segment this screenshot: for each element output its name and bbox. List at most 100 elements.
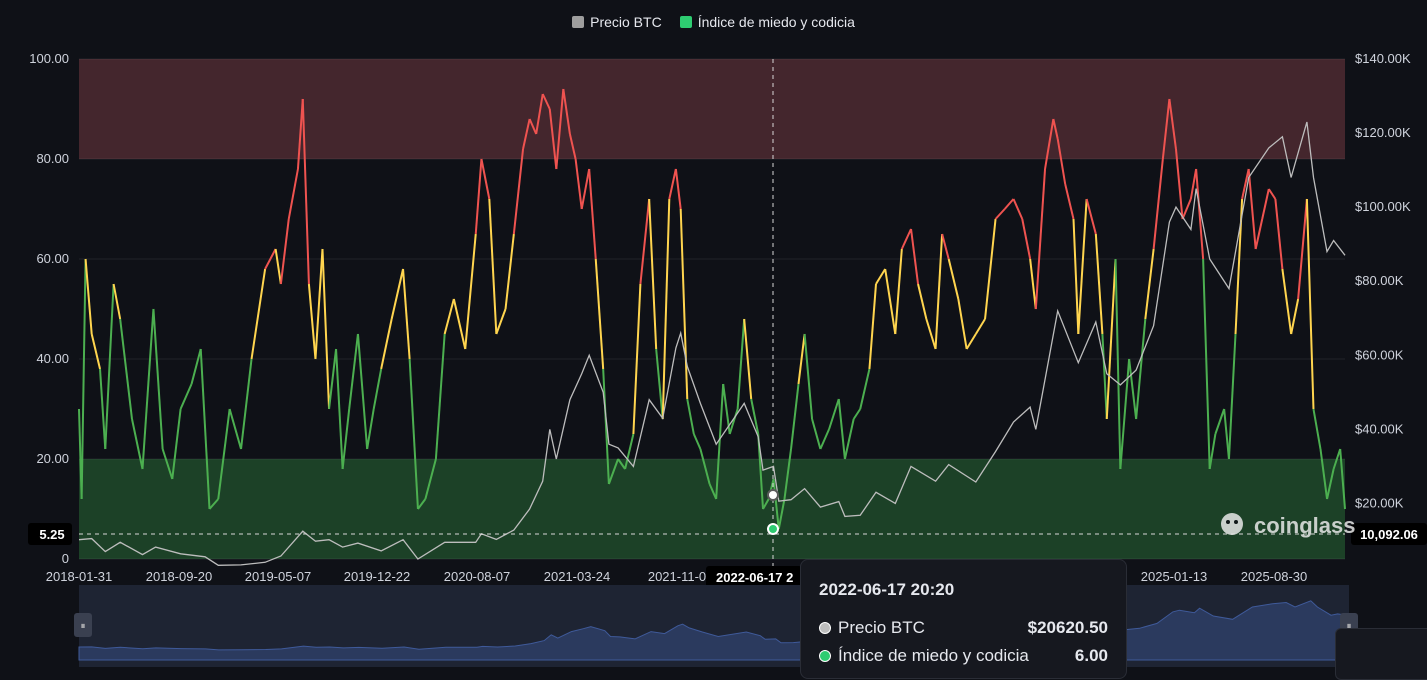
- fgi-segment: [1034, 168, 1047, 310]
- fgi-segment: [372, 368, 383, 410]
- fgi-segment: [715, 383, 725, 500]
- fgi-segment: [1312, 408, 1322, 450]
- fgi-segment: [917, 283, 928, 320]
- fgi-segment: [617, 458, 626, 470]
- fgi-segment: [624, 433, 635, 470]
- fgi-segment: [1332, 448, 1342, 470]
- fgi-segment: [594, 258, 605, 370]
- crosshair-left-label-box: [28, 523, 72, 545]
- fgi-segment: [648, 198, 658, 350]
- x-axis: 2018-01-31 2018-09-20 2019-05-07 2019-12-22…: [46, 569, 1308, 584]
- navigator-handle-left[interactable]: [74, 613, 92, 637]
- fgi-segment: [512, 148, 525, 235]
- fgi-segment: [1168, 98, 1177, 150]
- fgi-segment: [1135, 318, 1147, 420]
- fgi-segment: [240, 358, 253, 450]
- fgi-segment: [984, 218, 997, 320]
- left-tick-label: 80.00: [36, 151, 69, 166]
- fear-zone: [79, 459, 1345, 559]
- fgi-segment: [1064, 183, 1075, 220]
- fgi-segment: [607, 458, 620, 485]
- fgi-segment: [1119, 358, 1131, 470]
- x-tick-label: 2021-11-0: [648, 569, 706, 584]
- fgi-segment: [90, 333, 101, 370]
- fgi-segment: [1274, 198, 1284, 270]
- fgi-segment: [632, 283, 642, 435]
- fgi-segment: [580, 168, 591, 210]
- legend-swatch-btc: [572, 16, 585, 28]
- fgi-segment: [528, 118, 538, 135]
- fgi-segment: [417, 498, 427, 510]
- fgi-segment: [228, 408, 242, 450]
- left-tick-label: 40.00: [36, 351, 69, 366]
- fgi-segment: [1101, 333, 1108, 420]
- fgi-segment: [884, 268, 897, 335]
- fgi-segment: [1281, 268, 1293, 335]
- right-tick-label: $100.00K: [1355, 199, 1411, 214]
- fgi-segment: [548, 108, 558, 170]
- tooltip-fgi-dot: [819, 650, 831, 662]
- fgi-segment: [141, 308, 155, 470]
- fgi-segment: [314, 248, 324, 360]
- fgi-segment: [208, 498, 220, 510]
- fgi-segment: [1072, 218, 1080, 335]
- greed-zone: [79, 59, 1345, 159]
- fgi-segment: [859, 368, 871, 410]
- right-tick-label: $120.00K: [1355, 125, 1411, 140]
- fgi-segment: [568, 133, 577, 160]
- crosshair-right-label-box: [1351, 523, 1427, 545]
- coinglass-logo-icon: [1221, 513, 1243, 535]
- fgi-segment: [161, 448, 174, 480]
- fgi-segment: [661, 198, 671, 420]
- fgi-segment: [679, 208, 689, 400]
- crosshair-date-label: 2022-06-17 2: [716, 570, 793, 585]
- fgi-segment: [535, 93, 544, 135]
- fgi-segment: [692, 433, 702, 450]
- fgi-segment: [941, 233, 950, 260]
- fgi-segment: [837, 398, 846, 460]
- fgi-segment: [279, 218, 290, 285]
- fgi-segment: [217, 408, 231, 500]
- fgi-segment: [750, 398, 760, 435]
- fgi-segment: [868, 283, 877, 370]
- fgi-segment: [797, 333, 806, 385]
- fgi-segment: [783, 448, 793, 500]
- tooltip-fgi-label: Índice de miedo y codicia: [838, 646, 1029, 665]
- fgi-segment: [250, 268, 267, 360]
- fgi-segment: [699, 448, 711, 485]
- x-tick-label: 2018-09-20: [146, 569, 213, 584]
- fgi-segment: [408, 358, 419, 510]
- fgi-segment: [348, 333, 359, 410]
- fgi-segment: [736, 318, 746, 410]
- fgi-segment: [452, 298, 467, 350]
- navigator[interactable]: ⏸ ⏸: [74, 585, 1358, 667]
- fgi-segment: [562, 88, 571, 135]
- fgi-segment: [99, 368, 107, 450]
- corner-panel: [1335, 628, 1427, 680]
- crosshair-fgi-marker: [767, 523, 779, 535]
- legend-item-fgi[interactable]: Índice de miedo y codicia: [679, 14, 855, 30]
- right-axis: $20.00K $40.00K $60.00K $80.00K $100.00K $120…: [1355, 51, 1411, 510]
- fgi-segment: [1202, 258, 1211, 470]
- fgi-segment: [1152, 158, 1164, 250]
- tooltip-btc-label: Precio BTC: [838, 618, 925, 637]
- fgi-segment: [934, 233, 944, 350]
- fgi-segment: [728, 408, 739, 435]
- crosshair-date-label-box: [706, 566, 802, 590]
- handle-grip-icon: ⏸: [1347, 621, 1352, 632]
- fgi-segment: [811, 418, 822, 450]
- tooltip-btc-value: $20620.50: [1027, 618, 1108, 637]
- fgi-segment: [1214, 408, 1226, 435]
- fgi-segment: [1208, 433, 1217, 470]
- fgi-segment: [307, 283, 317, 360]
- legend-item-btc[interactable]: Precio BTC: [572, 14, 662, 30]
- handle-grip-icon: ⏸: [81, 621, 86, 632]
- fgi-segment: [80, 258, 87, 500]
- left-tick-label: 60.00: [36, 251, 69, 266]
- fgi-segment: [424, 458, 437, 500]
- x-tick-label: 2025-08-30: [1241, 569, 1308, 584]
- fgi-segment: [1044, 118, 1055, 170]
- fgi-segment: [274, 248, 282, 285]
- fgi-segment: [390, 268, 405, 320]
